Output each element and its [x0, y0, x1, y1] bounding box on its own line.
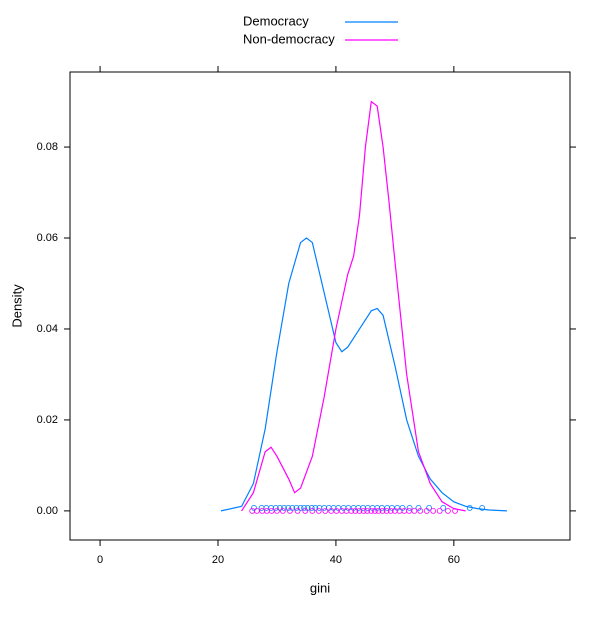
rug-point	[287, 507, 293, 514]
rug-point	[274, 507, 280, 514]
rug-point	[383, 507, 390, 514]
rug-point	[466, 504, 473, 511]
rug-point	[356, 507, 363, 514]
rug-point	[360, 507, 367, 514]
rug-point	[301, 504, 307, 511]
rug-point	[399, 504, 406, 511]
y-tick-label: 0.04	[37, 323, 58, 335]
y-tick-label: 0.06	[37, 232, 58, 244]
rug-point	[277, 504, 283, 511]
rug-point	[254, 507, 260, 514]
rug-point	[387, 507, 394, 514]
rug-point	[430, 507, 437, 514]
rug-point	[309, 507, 316, 514]
rug-point	[479, 504, 486, 511]
rug-point	[279, 507, 286, 514]
rug-point	[251, 504, 257, 511]
rug-point	[415, 504, 422, 511]
rug-point	[285, 504, 292, 511]
rug-point	[294, 507, 301, 514]
rug-point	[348, 507, 355, 514]
rug-point	[411, 507, 418, 514]
density-line	[220, 237, 507, 512]
rug-point	[423, 507, 430, 514]
x-tick-label: 40	[330, 554, 342, 566]
rug-point	[264, 507, 270, 514]
rug-point	[440, 504, 447, 511]
x-tick-label: 60	[448, 554, 460, 566]
rug-point	[315, 507, 322, 514]
rug-point	[312, 504, 319, 511]
rug-point	[406, 507, 412, 514]
x-axis-label: gini	[310, 580, 330, 595]
legend-label: Democracy	[243, 13, 309, 28]
rug-point	[293, 504, 300, 511]
rug-point	[259, 507, 266, 514]
rug-point	[297, 504, 304, 511]
rug-point	[368, 507, 375, 514]
rug-point	[322, 507, 329, 514]
rug-point	[352, 507, 359, 514]
rug-point	[436, 507, 443, 514]
rug-point	[379, 507, 386, 514]
rug-point	[389, 504, 395, 511]
y-tick-label: 0.00	[37, 505, 58, 517]
rug-point	[268, 507, 275, 514]
panel-border	[69, 71, 571, 541]
rug-point	[452, 507, 458, 514]
y-axis-label: Density	[9, 284, 24, 328]
y-tick-label: 0.02	[37, 414, 58, 426]
rug-point	[321, 504, 328, 511]
rug-point	[364, 507, 371, 514]
rug-point	[417, 507, 424, 514]
rug-point	[281, 504, 287, 511]
legend-label: Non-democracy	[243, 31, 335, 46]
x-tick-label: 20	[212, 554, 224, 566]
x-tick-label: 0	[97, 554, 103, 566]
rug-point	[308, 504, 315, 511]
density-line	[241, 100, 466, 512]
rug-point	[406, 504, 413, 511]
rug-point	[302, 507, 309, 514]
rug-point	[272, 504, 279, 511]
rug-point	[355, 504, 362, 511]
rug-point	[371, 507, 378, 514]
rug-point	[375, 507, 382, 514]
y-tick-label: 0.08	[37, 141, 58, 153]
rug-point	[445, 507, 451, 514]
